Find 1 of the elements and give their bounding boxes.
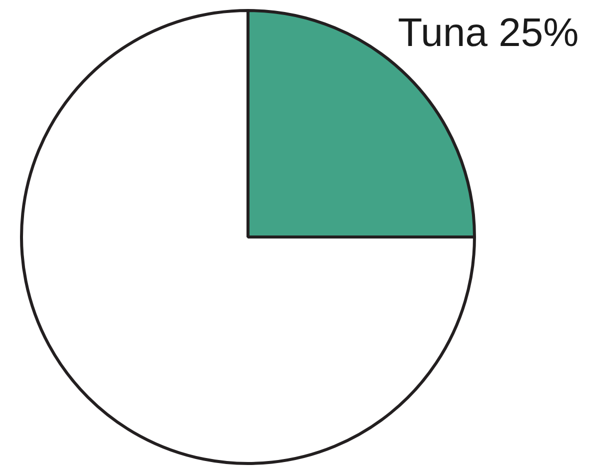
slice-label: Tuna 25% [398, 11, 579, 56]
